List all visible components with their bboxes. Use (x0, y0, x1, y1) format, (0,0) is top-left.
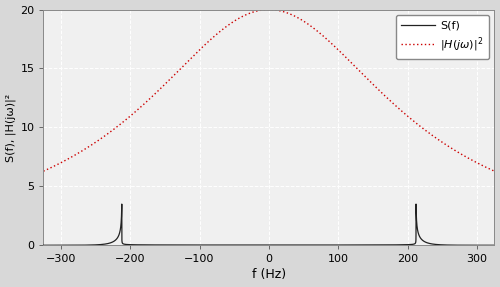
$|H(j\omega)|^2$ (285, 11, 291, 15)
S(f) (375, 243, 381, 247)
$|H(j\omega)|^2$ (492, 169, 498, 173)
S(f) (40, 244, 46, 247)
Legend: S(f), $|H(j\omega)|^2$: S(f), $|H(j\omega)|^2$ (396, 15, 489, 59)
S(f) (312, 243, 318, 247)
S(f) (71, 243, 77, 247)
S(f) (285, 243, 291, 247)
$|H(j\omega)|^2$ (312, 28, 318, 31)
$|H(j\omega)|^2$ (266, 8, 272, 11)
Line: $|H(j\omega)|^2$: $|H(j\omega)|^2$ (44, 9, 494, 171)
$|H(j\omega)|^2$ (213, 33, 219, 36)
S(f) (119, 202, 125, 206)
S(f) (213, 243, 219, 247)
S(f) (149, 243, 155, 247)
$|H(j\omega)|^2$ (375, 88, 381, 91)
$|H(j\omega)|^2$ (40, 169, 46, 173)
X-axis label: f (Hz): f (Hz) (252, 268, 286, 282)
$|H(j\omega)|^2$ (71, 154, 77, 157)
Line: S(f): S(f) (44, 204, 494, 245)
Y-axis label: S(f), |H(jω)|²: S(f), |H(jω)|² (6, 93, 16, 162)
S(f) (492, 244, 498, 247)
$|H(j\omega)|^2$ (149, 95, 155, 98)
